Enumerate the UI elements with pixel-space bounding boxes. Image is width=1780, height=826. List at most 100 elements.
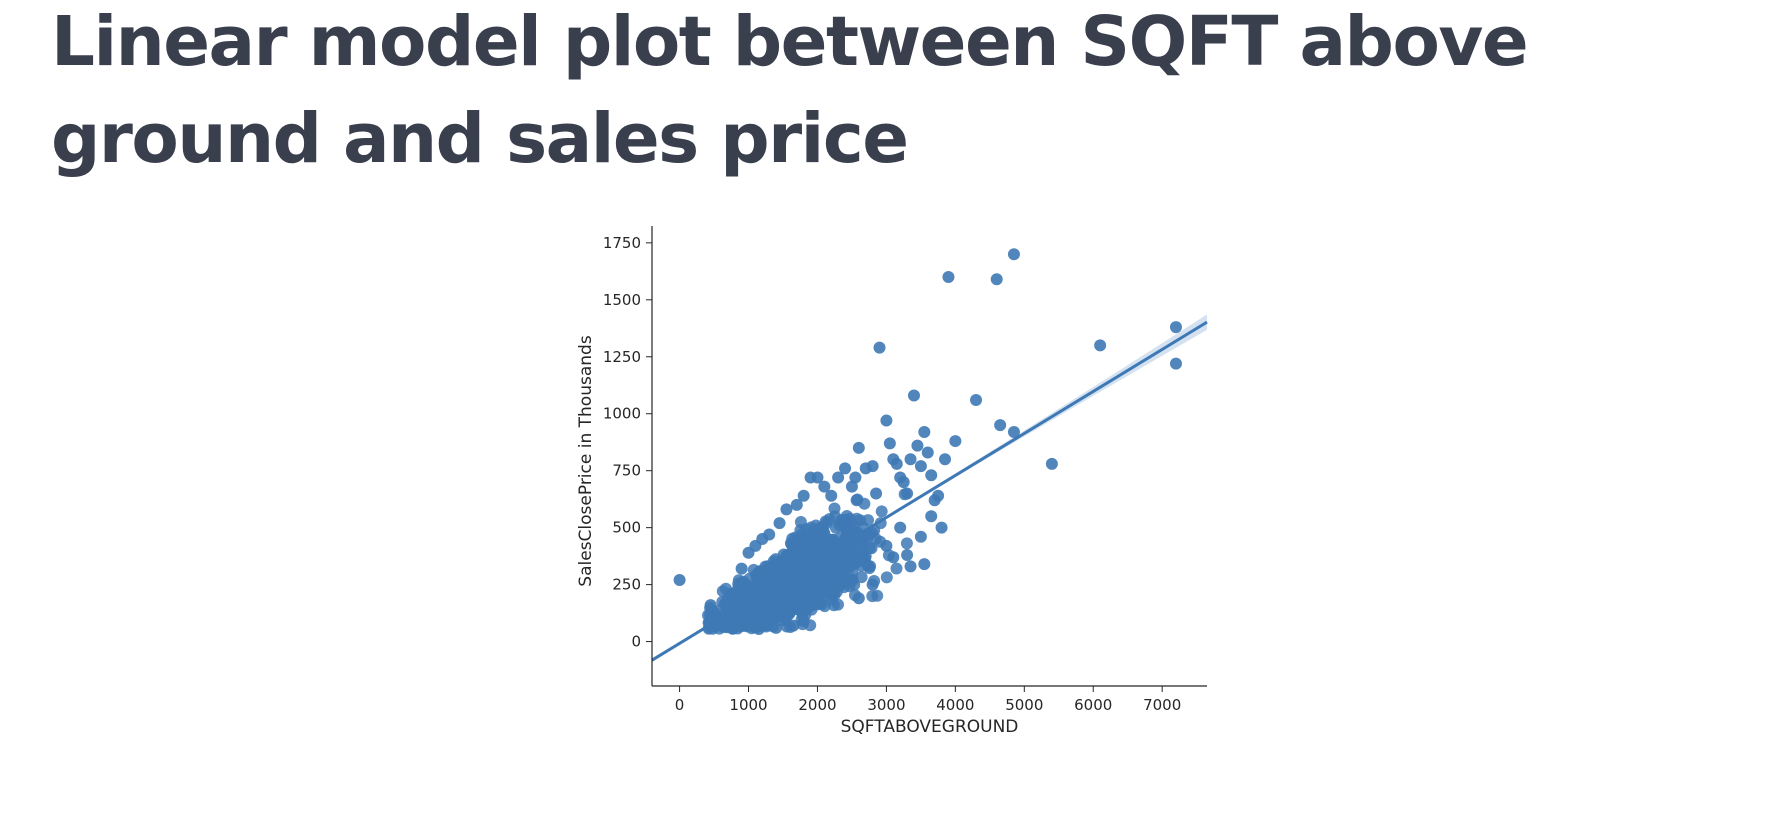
scatter-point [914, 460, 927, 473]
cluster-point [900, 537, 913, 550]
y-tick-label: 1250 [603, 348, 641, 366]
cluster-point [861, 559, 874, 572]
y-tick-label: 250 [612, 576, 641, 594]
scatter-point [994, 419, 1007, 432]
scatter-point [883, 437, 896, 450]
y-tick-label: 0 [631, 633, 641, 651]
cluster-point [858, 497, 871, 510]
scatter-point [907, 389, 920, 402]
cluster-point [871, 589, 884, 602]
scatter-point [873, 341, 886, 354]
dense-cluster-layer [702, 488, 913, 635]
scatter-point [942, 271, 955, 284]
scatter-point [825, 489, 838, 502]
scatter-point [790, 498, 803, 511]
scatter-point [1007, 425, 1020, 438]
scatter-point [804, 594, 817, 607]
scatter-point [887, 551, 900, 564]
scatter-point [780, 503, 793, 516]
scatter-point [770, 621, 783, 634]
cluster-point [783, 548, 796, 561]
scatter-point [870, 487, 883, 500]
cluster-point [875, 505, 888, 518]
scatter-point [818, 480, 831, 493]
scatter-point [925, 469, 938, 482]
scatter-point [839, 462, 852, 475]
cluster-point [880, 571, 893, 584]
cluster-point [786, 579, 799, 592]
x-tick-label: 7000 [1143, 696, 1181, 714]
scatter-point [797, 615, 810, 628]
scatter-point [949, 435, 962, 448]
cluster-point [794, 524, 807, 537]
cluster-point [838, 549, 851, 561]
scatter-point [901, 548, 914, 561]
scatter-point [932, 489, 945, 502]
cluster-point [853, 554, 866, 567]
cluster-point [792, 538, 805, 551]
scatter-point [797, 489, 810, 502]
scatter-point [787, 619, 800, 632]
scatter-point [735, 562, 748, 575]
y-tick-label: 1750 [603, 234, 641, 252]
scatter-point [939, 453, 952, 466]
cluster-point [835, 574, 847, 587]
x-axis-label: SQFTABOVEGROUND [841, 717, 1019, 737]
y-tick-label: 1500 [603, 291, 641, 309]
scatter-point [880, 414, 893, 427]
cluster-point [865, 542, 878, 555]
cluster-point [832, 598, 844, 611]
scatter-point [818, 576, 831, 589]
scatter-point [845, 480, 858, 493]
x-tick-label: 5000 [1005, 696, 1043, 714]
x-tick-label: 2000 [798, 696, 836, 714]
scatter-point [811, 471, 824, 484]
scatter-point [990, 273, 1003, 286]
scatter-point [852, 441, 865, 454]
scatter-point [918, 558, 931, 571]
scatter-point [880, 539, 893, 552]
cluster-point [775, 583, 788, 596]
scatter-point [673, 574, 686, 587]
cluster-point [861, 532, 874, 545]
scatter-point [897, 476, 910, 489]
y-tick-label: 1000 [603, 405, 641, 423]
scatter-point [852, 592, 865, 605]
scatter-point [921, 446, 934, 459]
cluster-point [850, 512, 863, 525]
cluster-point [825, 585, 838, 597]
scatter-points-layer [673, 248, 1182, 636]
scatter-point [901, 487, 914, 500]
scatter-point [832, 562, 845, 575]
scatter-point [904, 560, 917, 573]
scatter-point [1045, 457, 1058, 470]
cluster-point [739, 617, 752, 630]
scatter-point [1007, 248, 1020, 261]
cluster-point [809, 519, 822, 532]
scatter-point [894, 521, 907, 534]
cluster-point [764, 603, 777, 615]
scatter-point [773, 517, 786, 530]
scatter-point [763, 528, 776, 541]
y-tick-label: 500 [612, 519, 641, 537]
scatter-point [904, 453, 917, 466]
cluster-point [813, 597, 826, 610]
cluster-point [855, 571, 868, 584]
scatter-point [970, 394, 983, 407]
scatter-point [725, 587, 738, 600]
scatter-point [745, 608, 758, 621]
cluster-point [762, 563, 774, 576]
scatter-point [849, 471, 862, 484]
scatter-point [1094, 339, 1107, 352]
cluster-point [794, 588, 807, 601]
scatter-point [914, 530, 927, 543]
y-tick-label: 750 [612, 462, 641, 480]
x-tick-label: 3000 [867, 696, 905, 714]
scatter-point [890, 457, 903, 470]
cluster-point [820, 517, 833, 530]
cluster-point [835, 513, 848, 526]
scatter-chart: 0 250 500 750 1000 1250 1500 1750 0 1000 2000 3000 4… [576, 226, 1208, 737]
scatter-point [866, 460, 879, 473]
y-axis-label: SalesClosePrice in Thousands [576, 335, 596, 587]
scatter-point [1169, 321, 1182, 334]
